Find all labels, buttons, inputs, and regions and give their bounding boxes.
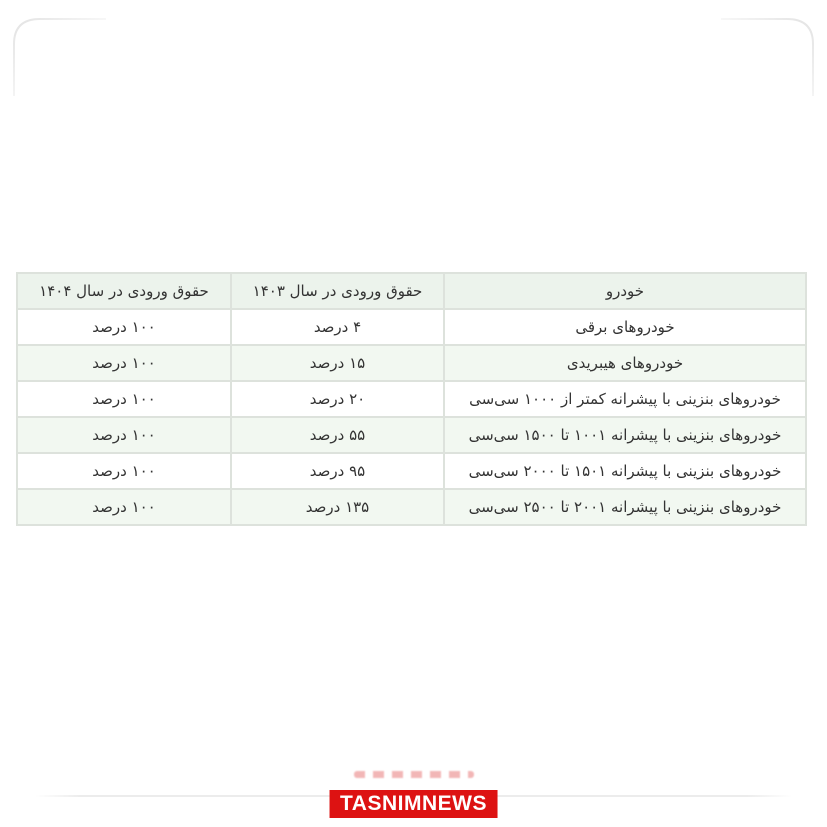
frame-corner-top-left bbox=[13, 18, 106, 96]
cell-car: خودروهای بنزینی با پیشرانه ۱۰۰۱ تا ۱۵۰۰ … bbox=[443, 416, 807, 454]
cell-car: خودروهای بنزینی با پیشرانه ۲۰۰۱ تا ۲۵۰۰ … bbox=[443, 488, 807, 526]
frame-corner-top-right bbox=[721, 18, 814, 96]
table-row: خودروهای بنزینی با پیشرانه کمتر از ۱۰۰۰ … bbox=[16, 380, 807, 418]
cell-duty-1404: ۱۰۰ درصد bbox=[16, 308, 232, 346]
table-row: خودروهای بنزینی با پیشرانه ۱۵۰۱ تا ۲۰۰۰ … bbox=[16, 452, 807, 490]
cell-duty-1403: ۹۵ درصد bbox=[230, 452, 445, 490]
cell-car: خودروهای برقی bbox=[443, 308, 807, 346]
cell-duty-1403: ۱۵ درصد bbox=[230, 344, 445, 382]
table-header: خودرو حقوق ورودی در سال ۱۴۰۳ حقوق ورودی … bbox=[16, 272, 807, 310]
cell-duty-1403: ۵۵ درصد bbox=[230, 416, 445, 454]
cell-car: خودروهای بنزینی با پیشرانه کمتر از ۱۰۰۰ … bbox=[443, 380, 807, 418]
table-row: خودروهای برقی ۴ درصد ۱۰۰ درصد bbox=[16, 308, 807, 346]
table-row: خودروهای هیبریدی ۱۵ درصد ۱۰۰ درصد bbox=[16, 344, 807, 382]
cell-car: خودروهای بنزینی با پیشرانه ۱۵۰۱ تا ۲۰۰۰ … bbox=[443, 452, 807, 490]
table-body: خودروهای برقی ۴ درصد ۱۰۰ درصد خودروهای ه… bbox=[16, 308, 807, 526]
cell-duty-1404: ۱۰۰ درصد bbox=[16, 488, 232, 526]
cell-duty-1404: ۱۰۰ درصد bbox=[16, 344, 232, 382]
header-row: خودرو حقوق ورودی در سال ۱۴۰۳ حقوق ورودی … bbox=[16, 272, 807, 310]
column-header-duty-1404: حقوق ورودی در سال ۱۴۰۴ bbox=[16, 272, 232, 310]
tasnimnews-logo: TASNIMNEWS bbox=[329, 790, 498, 818]
cell-duty-1404: ۱۰۰ درصد bbox=[16, 452, 232, 490]
cell-duty-1404: ۱۰۰ درصد bbox=[16, 380, 232, 418]
table-row: خودروهای بنزینی با پیشرانه ۲۰۰۱ تا ۲۵۰۰ … bbox=[16, 488, 807, 526]
cell-duty-1403: ۱۳۵ درصد bbox=[230, 488, 445, 526]
column-header-car: خودرو bbox=[443, 272, 807, 310]
column-header-duty-1403: حقوق ورودی در سال ۱۴۰۳ bbox=[230, 272, 445, 310]
tasnim-script-mark-faded bbox=[353, 771, 474, 778]
cell-duty-1403: ۲۰ درصد bbox=[230, 380, 445, 418]
cell-car: خودروهای هیبریدی bbox=[443, 344, 807, 382]
import-duty-table: خودرو حقوق ورودی در سال ۱۴۰۳ حقوق ورودی … bbox=[16, 272, 807, 526]
cell-duty-1404: ۱۰۰ درصد bbox=[16, 416, 232, 454]
table-row: خودروهای بنزینی با پیشرانه ۱۰۰۱ تا ۱۵۰۰ … bbox=[16, 416, 807, 454]
cell-duty-1403: ۴ درصد bbox=[230, 308, 445, 346]
